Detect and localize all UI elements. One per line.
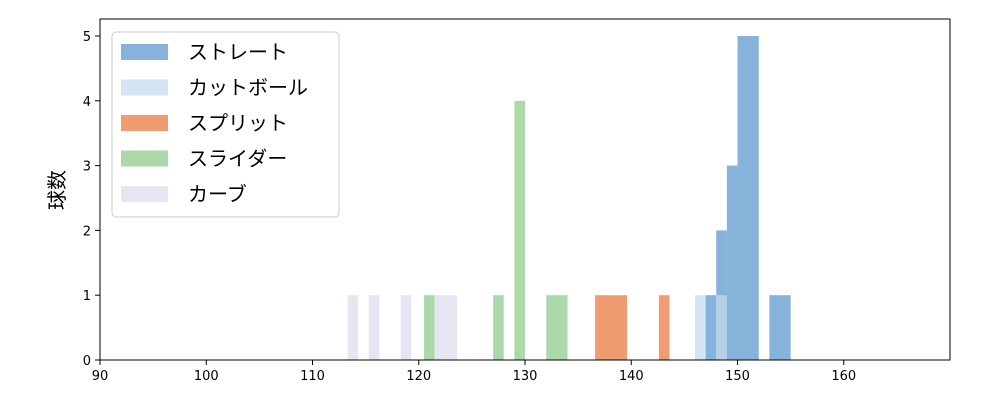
- x-tick-label: 160: [831, 369, 856, 384]
- legend-swatch: [121, 79, 168, 96]
- y-tick-label: 4: [83, 95, 91, 110]
- y-tick-label: 2: [83, 224, 91, 239]
- bar-3-1: [493, 295, 504, 360]
- y-tick-label: 5: [83, 30, 91, 45]
- legend-swatch: [121, 115, 168, 131]
- y-tick-label: 3: [83, 160, 91, 175]
- legend-label: カーブ: [188, 182, 247, 206]
- x-tick-label: 140: [619, 369, 644, 384]
- x-tick-label: 100: [194, 369, 219, 384]
- legend-swatch: [121, 44, 168, 60]
- bar-3-0: [424, 295, 435, 360]
- legend-label: スプリット: [188, 111, 288, 135]
- bar-0-4: [769, 295, 791, 360]
- bar-2-0: [595, 295, 627, 360]
- legend-label: カットボール: [188, 76, 308, 100]
- bar-1-1: [716, 295, 727, 360]
- bar-4-2: [400, 295, 412, 360]
- x-tick-label: 120: [406, 369, 431, 384]
- legend-swatch: [121, 150, 168, 167]
- x-tick-label: 150: [725, 369, 750, 384]
- x-tick-label: 130: [513, 369, 538, 384]
- bar-3-2: [514, 100, 525, 361]
- legend-label: スライダー: [188, 147, 287, 171]
- x-tick-label: 110: [300, 369, 325, 384]
- legend-box: [111, 31, 340, 218]
- bar-4-0: [347, 295, 359, 360]
- y-tick-label: 0: [83, 354, 91, 369]
- bar-4-1: [368, 295, 380, 360]
- y-tick-label: 1: [83, 289, 91, 304]
- bar-4-3: [434, 295, 457, 360]
- legend-label: ストレート: [188, 40, 288, 64]
- bar-3-3: [546, 295, 568, 360]
- bar-0-3: [737, 36, 759, 360]
- x-tick-label: 90: [92, 369, 109, 384]
- bar-2-1: [658, 295, 670, 360]
- bar-0-0: [705, 295, 717, 360]
- bar-1-0: [695, 295, 706, 360]
- y-axis-label: 球数: [45, 170, 69, 210]
- legend-swatch: [121, 186, 168, 202]
- bar-0-2: [726, 165, 738, 360]
